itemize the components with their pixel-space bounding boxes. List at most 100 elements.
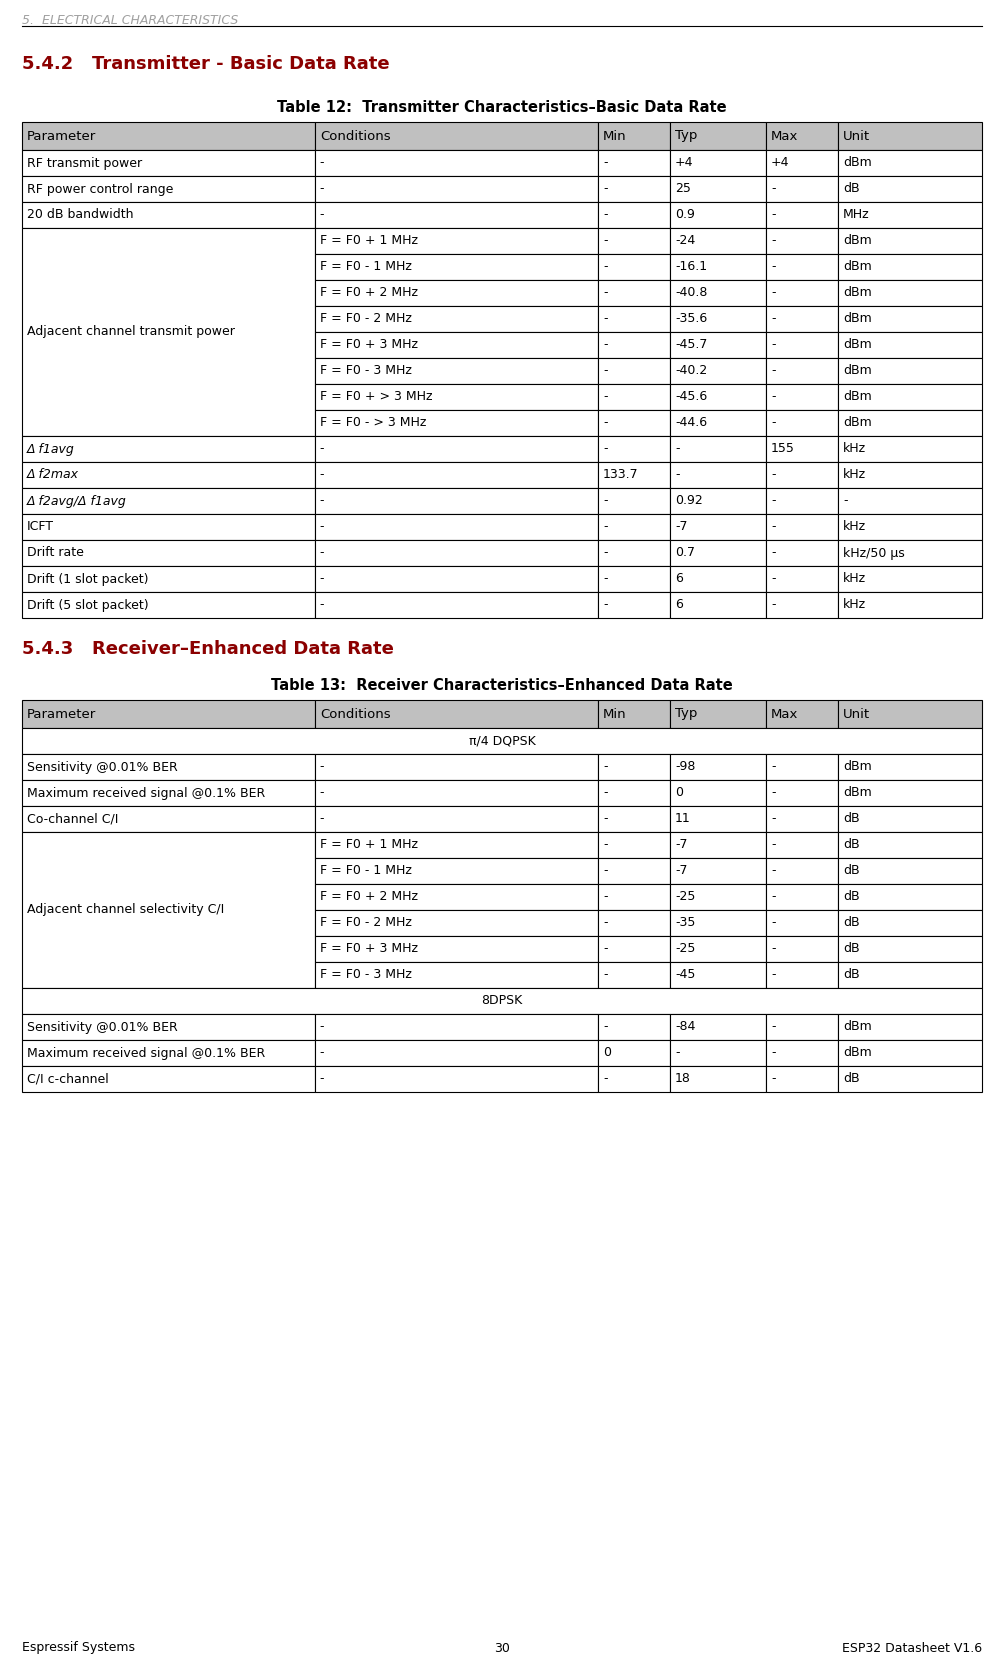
Text: dB: dB	[843, 813, 859, 826]
Bar	[765, 753, 838, 780]
Bar	[765, 592, 838, 619]
Text: 8DPSK: 8DPSK	[480, 994, 523, 1007]
Bar	[315, 436, 598, 461]
Text: Min: Min	[603, 129, 626, 143]
Bar	[315, 592, 598, 619]
Text: kHz: kHz	[843, 521, 866, 534]
Bar	[315, 962, 598, 989]
Text: +4: +4	[674, 156, 693, 169]
Bar	[838, 833, 981, 858]
Bar	[315, 176, 598, 202]
Bar	[838, 176, 981, 202]
Text: C/I c-channel: C/I c-channel	[27, 1072, 108, 1085]
Text: -: -	[603, 521, 607, 534]
Bar	[838, 962, 981, 989]
Text: Δ f2max: Δ f2max	[27, 468, 79, 481]
Bar	[669, 753, 765, 780]
Text: 0.7: 0.7	[674, 546, 694, 559]
Bar	[838, 332, 981, 358]
Bar	[765, 700, 838, 728]
Bar	[669, 461, 765, 488]
Text: -: -	[603, 760, 607, 773]
Text: ESP32 Datasheet V1.6: ESP32 Datasheet V1.6	[842, 1641, 981, 1654]
Bar	[22, 202, 315, 227]
Text: -: -	[770, 260, 774, 274]
Bar	[598, 1067, 669, 1092]
Bar	[315, 806, 598, 833]
Text: dB: dB	[843, 182, 859, 196]
Text: dBm: dBm	[843, 156, 871, 169]
Text: dB: dB	[843, 942, 859, 956]
Bar	[765, 358, 838, 383]
Bar	[315, 780, 598, 806]
Bar	[838, 461, 981, 488]
Bar	[765, 149, 838, 176]
Bar	[315, 461, 598, 488]
Text: -: -	[770, 521, 774, 534]
Bar	[315, 1067, 598, 1092]
Bar	[765, 911, 838, 936]
Bar	[669, 383, 765, 410]
Bar	[838, 383, 981, 410]
Text: -: -	[770, 1020, 774, 1034]
Text: F = F0 + 1 MHz: F = F0 + 1 MHz	[320, 234, 417, 247]
Text: -40.8: -40.8	[674, 287, 707, 300]
Text: -: -	[603, 312, 607, 325]
Text: Parameter: Parameter	[27, 129, 96, 143]
Text: 30: 30	[493, 1641, 510, 1654]
Bar	[838, 884, 981, 911]
Bar	[838, 1014, 981, 1040]
Text: Drift (1 slot packet): Drift (1 slot packet)	[27, 572, 148, 586]
Bar	[598, 176, 669, 202]
Bar	[598, 884, 669, 911]
Text: dBm: dBm	[843, 234, 871, 247]
Text: kHz: kHz	[843, 599, 866, 612]
Bar	[598, 123, 669, 149]
Bar	[669, 176, 765, 202]
Bar	[765, 962, 838, 989]
Text: F = F0 + 2 MHz: F = F0 + 2 MHz	[320, 891, 417, 904]
Text: -: -	[770, 599, 774, 612]
Text: Drift rate: Drift rate	[27, 546, 84, 559]
Bar	[669, 1067, 765, 1092]
Text: -: -	[770, 891, 774, 904]
Text: -: -	[320, 521, 324, 534]
Bar	[598, 780, 669, 806]
Text: -: -	[603, 390, 607, 403]
Text: -7: -7	[674, 864, 687, 878]
Text: -: -	[674, 1047, 679, 1060]
Text: kHz: kHz	[843, 443, 866, 456]
Text: -: -	[770, 1072, 774, 1085]
Bar	[669, 305, 765, 332]
Text: dBm: dBm	[843, 416, 871, 430]
Bar	[598, 700, 669, 728]
Bar	[22, 488, 315, 514]
Bar	[838, 149, 981, 176]
Bar	[669, 436, 765, 461]
Text: -: -	[320, 156, 324, 169]
Bar	[598, 436, 669, 461]
Text: -: -	[843, 494, 847, 508]
Text: F = F0 + 2 MHz: F = F0 + 2 MHz	[320, 287, 417, 300]
Text: dB: dB	[843, 969, 859, 982]
Text: -: -	[603, 494, 607, 508]
Bar	[838, 254, 981, 280]
Text: -: -	[603, 864, 607, 878]
Text: 0: 0	[603, 1047, 611, 1060]
Text: kHz: kHz	[843, 468, 866, 481]
Bar	[22, 227, 315, 436]
Bar	[598, 227, 669, 254]
Text: F = F0 + 3 MHz: F = F0 + 3 MHz	[320, 942, 417, 956]
Text: -25: -25	[674, 891, 695, 904]
Bar	[765, 254, 838, 280]
Bar	[22, 566, 315, 592]
Bar	[598, 332, 669, 358]
Text: 6: 6	[674, 599, 682, 612]
Bar	[315, 1014, 598, 1040]
Bar	[22, 728, 981, 753]
Text: dB: dB	[843, 1072, 859, 1085]
Bar	[669, 962, 765, 989]
Bar	[765, 806, 838, 833]
Text: -: -	[770, 1047, 774, 1060]
Bar	[669, 806, 765, 833]
